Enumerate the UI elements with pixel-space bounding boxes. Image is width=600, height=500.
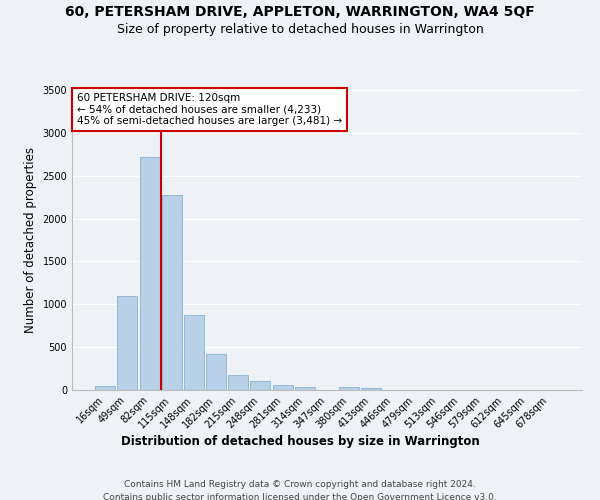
Bar [250, 381, 271, 390]
Text: Size of property relative to detached houses in Warrington: Size of property relative to detached ho… [116, 22, 484, 36]
Bar [206, 354, 226, 390]
Text: Distribution of detached houses by size in Warrington: Distribution of detached houses by size … [121, 435, 479, 448]
Bar [118, 296, 137, 390]
Y-axis label: Number of detached properties: Number of detached properties [24, 147, 37, 333]
Text: 60, PETERSHAM DRIVE, APPLETON, WARRINGTON, WA4 5QF: 60, PETERSHAM DRIVE, APPLETON, WARRINGTO… [65, 5, 535, 19]
Bar [295, 386, 315, 390]
Bar [339, 387, 359, 390]
Bar [184, 314, 204, 390]
Bar [140, 157, 160, 390]
Bar [272, 385, 293, 390]
Text: Contains public sector information licensed under the Open Government Licence v3: Contains public sector information licen… [103, 492, 497, 500]
Bar [95, 386, 115, 390]
Bar [361, 388, 382, 390]
Text: 60 PETERSHAM DRIVE: 120sqm
← 54% of detached houses are smaller (4,233)
45% of s: 60 PETERSHAM DRIVE: 120sqm ← 54% of deta… [77, 93, 342, 126]
Bar [162, 196, 182, 390]
Text: Contains HM Land Registry data © Crown copyright and database right 2024.: Contains HM Land Registry data © Crown c… [124, 480, 476, 489]
Bar [228, 375, 248, 390]
